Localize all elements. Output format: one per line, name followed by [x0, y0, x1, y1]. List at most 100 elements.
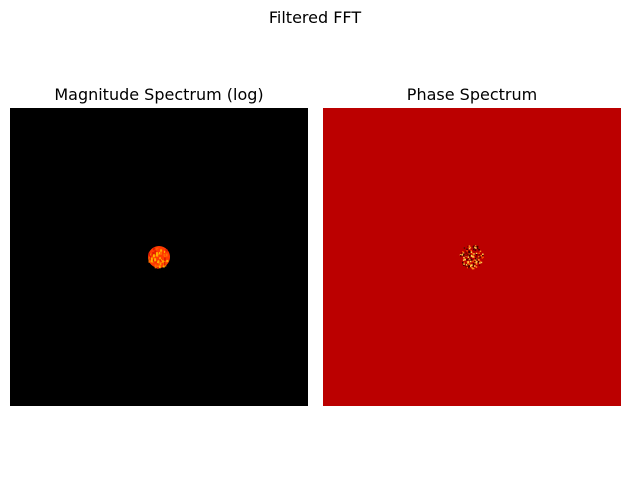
phase-noise-pixel — [465, 264, 468, 266]
phase-noise-pixel — [476, 261, 478, 263]
phase-noise-pixel — [467, 263, 469, 266]
phase-noise-pixel — [471, 267, 474, 270]
phase-noise-pixel — [468, 263, 470, 266]
phase-noise-pixel — [475, 256, 477, 258]
magnitude-blob-pixel — [161, 256, 164, 261]
phase-noise-pixel — [466, 266, 469, 269]
magnitude-blob-pixel — [166, 251, 169, 256]
phase-background — [323, 108, 621, 406]
phase-noise-pixel — [473, 260, 476, 263]
phase-noise-pixel — [473, 253, 475, 255]
phase-noise-pixel — [467, 256, 470, 258]
magnitude-blob-pixel — [158, 257, 161, 260]
phase-noise-pixel — [465, 252, 467, 255]
magnitude-blob-pixel — [149, 255, 152, 260]
phase-noise-pixel — [462, 259, 465, 261]
phase-noise-pixel — [472, 246, 475, 248]
phase-noise-pixel — [478, 252, 480, 255]
phase-noise-pixel — [468, 251, 470, 254]
phase-noise-pixel — [470, 265, 472, 267]
magnitude-blob-pixel — [163, 261, 166, 266]
magnitude-blob-pixel — [155, 256, 158, 262]
phase-noise-pixel — [476, 247, 478, 249]
phase-noise-pixel — [468, 266, 470, 269]
phase-noise-pixel — [471, 259, 473, 261]
magnitude-blob-pixel — [160, 262, 163, 266]
phase-noise-pixel — [469, 264, 472, 266]
phase-noise-pixel — [470, 260, 472, 263]
magnitude-blob-pixel — [157, 265, 159, 268]
magnitude-blob-pixel — [165, 253, 168, 257]
phase-noise-pixel — [479, 250, 482, 253]
phase-noise-pixel — [469, 259, 471, 262]
phase-noise-pixel — [475, 258, 477, 260]
phase-noise-pixel — [467, 245, 469, 248]
magnitude-blob-pixel — [160, 260, 163, 263]
phase-noise-pixel — [470, 254, 473, 257]
phase-noise-pixel — [480, 255, 483, 257]
magnitude-blob-pixel — [162, 264, 165, 268]
phase-noise-pixel — [471, 252, 474, 255]
magnitude-blob-pixel — [158, 264, 161, 269]
magnitude-blob-pixel — [148, 258, 151, 263]
magnitude-spectrum-title: Magnitude Spectrum (log) — [54, 85, 264, 104]
phase-center-noise — [459, 244, 484, 270]
phase-noise-pixel — [467, 258, 470, 260]
phase-noise-pixel — [467, 262, 469, 264]
phase-noise-pixel — [470, 251, 473, 253]
phase-noise-pixel — [469, 256, 471, 258]
phase-noise-pixel — [463, 263, 465, 265]
magnitude-blob-pixel — [155, 252, 158, 257]
magnitude-blob-pixel — [152, 254, 155, 258]
phase-noise-pixel — [462, 252, 465, 254]
phase-noise-pixel — [468, 250, 470, 252]
phase-noise-pixel — [459, 254, 462, 256]
phase-noise-pixel — [468, 265, 470, 267]
phase-noise-pixel — [468, 252, 470, 255]
phase-noise-pixel — [466, 259, 468, 261]
magnitude-blob-pixel — [160, 251, 162, 255]
phase-noise-pixel — [465, 265, 467, 268]
phase-noise-pixel — [460, 255, 462, 257]
magnitude-blob-pixel — [157, 257, 160, 260]
phase-noise-pixel — [478, 257, 480, 259]
magnitude-blob-pixel — [148, 252, 151, 257]
phase-noise-pixel — [468, 246, 470, 249]
phase-noise-pixel — [475, 266, 478, 268]
phase-noise-pixel — [477, 261, 480, 263]
magnitude-blob-pixel — [157, 261, 159, 265]
magnitude-blob-pixel — [156, 263, 159, 266]
phase-noise-pixel — [478, 259, 480, 261]
magnitude-blob-pixel — [154, 250, 157, 255]
phase-noise-pixel — [463, 247, 466, 249]
phase-noise-pixel — [475, 259, 477, 262]
phase-noise-pixel — [473, 263, 475, 265]
phase-noise-pixel — [482, 254, 484, 257]
magnitude-spectrum-image — [10, 108, 308, 406]
phase-noise-pixel — [462, 251, 464, 253]
magnitude-blob-pixel — [163, 257, 166, 261]
figure-title: Filtered FFT — [268, 8, 362, 27]
magnitude-spectrum-canvas — [10, 108, 308, 406]
phase-noise-pixel — [463, 256, 465, 259]
phase-noise-pixel — [473, 256, 475, 258]
phase-noise-pixel — [478, 254, 481, 256]
phase-noise-pixel — [464, 264, 467, 266]
magnitude-blob-pixel — [154, 258, 157, 262]
magnitude-blob-pixel — [163, 253, 166, 258]
phase-noise-pixel — [476, 245, 479, 248]
phase-noise-pixel — [478, 249, 480, 251]
phase-noise-pixel — [479, 260, 481, 263]
phase-noise-pixel — [462, 261, 464, 264]
phase-noise-pixel — [461, 252, 463, 254]
phase-noise-pixel — [474, 249, 477, 251]
phase-noise-pixel — [478, 264, 481, 266]
phase-noise-pixel — [475, 263, 478, 265]
phase-spectrum-title: Phase Spectrum — [406, 85, 538, 104]
phase-noise-pixel — [479, 262, 481, 264]
phase-noise-pixel — [469, 254, 471, 257]
magnitude-blob-pixel — [165, 249, 168, 253]
phase-noise-pixel — [474, 259, 476, 261]
phase-spectrum-image — [323, 108, 621, 406]
magnitude-blob-pixel — [161, 262, 164, 266]
